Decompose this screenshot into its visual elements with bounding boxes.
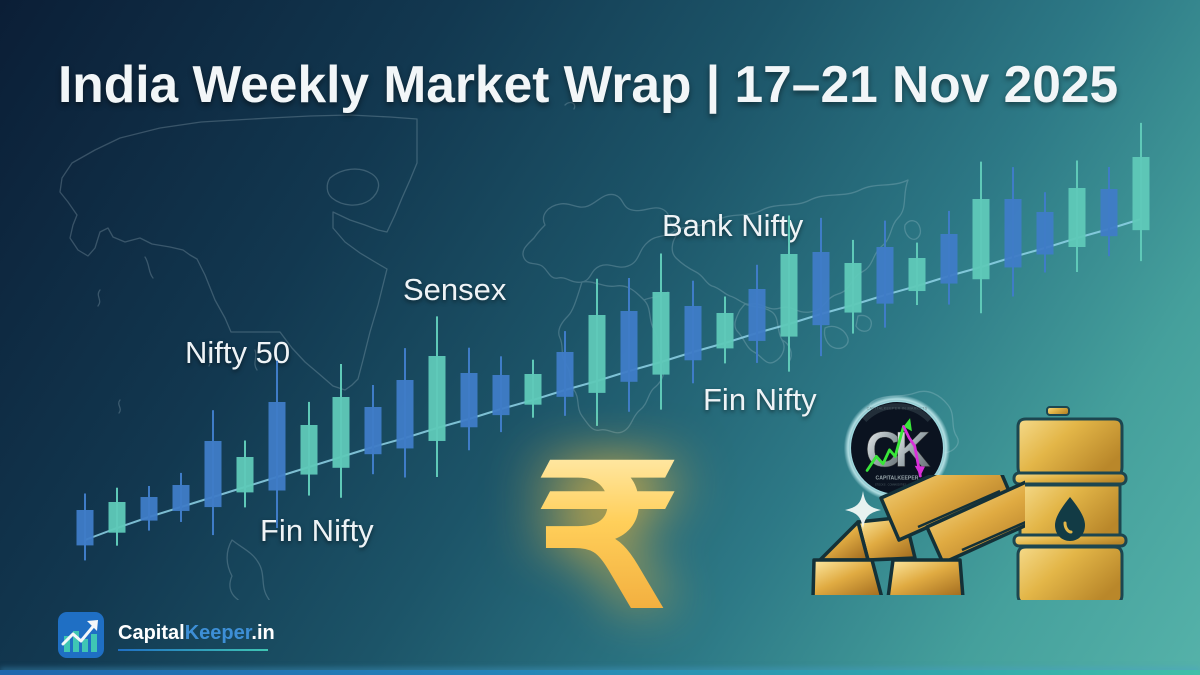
- svg-text:K: K: [894, 421, 930, 478]
- svg-text:CAPITALKEEPER.IN MARKETS: CAPITALKEEPER.IN MARKETS: [867, 407, 928, 411]
